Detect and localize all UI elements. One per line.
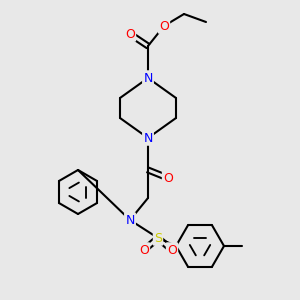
Text: N: N <box>125 214 135 226</box>
Text: O: O <box>167 244 177 256</box>
Text: O: O <box>163 172 173 184</box>
Text: N: N <box>143 131 153 145</box>
Text: N: N <box>143 71 153 85</box>
Text: O: O <box>139 244 149 256</box>
Text: O: O <box>125 28 135 40</box>
Text: S: S <box>154 232 162 244</box>
Text: O: O <box>159 20 169 32</box>
